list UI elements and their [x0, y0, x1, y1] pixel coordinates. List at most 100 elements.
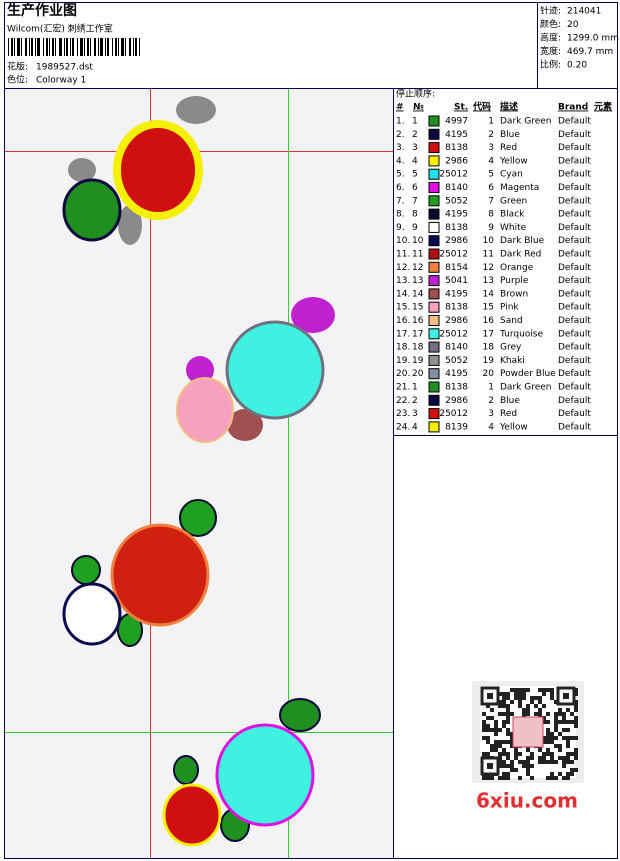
- qr-cell: [522, 708, 526, 712]
- qr-cell: [518, 688, 522, 692]
- color-swatch: [428, 208, 440, 220]
- bar-stripe: [72, 38, 74, 56]
- qr-cell: [550, 776, 554, 780]
- qr-cell: [566, 740, 570, 744]
- bar-stripe: [98, 38, 99, 56]
- code: 8138: [445, 303, 468, 313]
- qr-cell: [530, 696, 534, 700]
- brand: Default: [558, 329, 591, 339]
- stop: 4.: [396, 156, 405, 166]
- qr-cell: [518, 700, 522, 704]
- qr-cell: [546, 740, 550, 744]
- qr-cell: [514, 756, 518, 760]
- color-swatch: [428, 368, 440, 380]
- qr-cell: [562, 776, 566, 780]
- qr-cell: [566, 772, 570, 776]
- qr-cell: [574, 720, 578, 724]
- qr-cell: [486, 776, 490, 780]
- qr-cell: [494, 732, 498, 736]
- qr-cell: [502, 764, 506, 768]
- studio: Wilcom(汇宏) 刺绣工作室: [7, 23, 113, 35]
- qr-cell: [510, 688, 514, 692]
- bar-stripe: [21, 38, 22, 56]
- column-header: 元素: [594, 101, 612, 113]
- stat-label: 针迹:: [540, 5, 561, 17]
- qr-cell: [538, 748, 542, 752]
- qr-cell: [550, 736, 554, 740]
- qr-cell: [506, 764, 510, 768]
- qr-cell: [570, 712, 574, 716]
- code: 8154: [445, 263, 468, 273]
- qr-cell: [518, 760, 522, 764]
- stop: 13.: [396, 276, 410, 286]
- stop: 16.: [396, 316, 410, 326]
- color-swatch: [428, 354, 440, 366]
- brand: Default: [558, 422, 591, 432]
- qr-code: [472, 681, 584, 783]
- color-swatch: [428, 315, 440, 326]
- brand: Default: [558, 263, 591, 273]
- qr-cell: [498, 740, 502, 744]
- qr-cell: [486, 740, 490, 744]
- qr-cell: [542, 688, 546, 692]
- qr-cell: [526, 764, 530, 768]
- description: Orange: [500, 263, 534, 273]
- code: 5052: [445, 356, 468, 366]
- qr-cell: [510, 712, 514, 716]
- qr-cell: [526, 768, 530, 772]
- qr-cell: [574, 692, 578, 696]
- qr-cell: [542, 760, 546, 764]
- description: Yellow: [499, 156, 528, 166]
- bar-stripe: [52, 38, 54, 56]
- bar-stripe: [35, 38, 36, 56]
- qr-cell: [518, 776, 522, 780]
- flower-group: [176, 297, 335, 443]
- brand: Default: [558, 130, 591, 140]
- table-title: 停止顺序:: [396, 88, 435, 100]
- brand: Default: [558, 143, 591, 153]
- color-index: 1: [488, 383, 494, 393]
- bar-stripe: [94, 38, 96, 56]
- bar-stripe: [49, 38, 50, 56]
- needle: 20: [412, 369, 424, 379]
- qr-cell: [574, 716, 578, 720]
- bar-stripe: [129, 38, 131, 56]
- color-index: 6: [488, 183, 494, 193]
- qr-cell: [514, 688, 518, 692]
- needle: 15: [412, 303, 423, 313]
- bar-stripe: [66, 38, 68, 56]
- description: Dark Green: [500, 383, 551, 393]
- stat-label: 宽度:: [540, 45, 561, 57]
- qr-cell: [530, 700, 534, 704]
- stop: 18.: [396, 343, 410, 353]
- color-index: 15: [483, 303, 494, 313]
- color-index: 19: [483, 356, 495, 366]
- qr-cell: [506, 712, 510, 716]
- stop: 12.: [396, 263, 410, 273]
- column-header: 代码: [472, 101, 491, 113]
- code: 5052: [445, 196, 468, 206]
- qr-cell: [510, 740, 514, 744]
- qr-cell: [542, 740, 546, 744]
- column-header: 描述: [500, 101, 518, 113]
- bar-stripe: [70, 38, 71, 56]
- needle: 8: [412, 210, 418, 220]
- bar-stripe: [59, 38, 62, 56]
- bar-stripe: [31, 38, 33, 56]
- qr-cell: [514, 752, 518, 756]
- color-index: 18: [483, 343, 495, 353]
- qr-cell: [558, 748, 562, 752]
- design: 1989527.dst: [36, 63, 93, 73]
- qr-cell: [574, 724, 578, 728]
- qr-cell: [498, 712, 502, 716]
- color-index: 20: [483, 369, 495, 379]
- qr-cell: [562, 760, 566, 764]
- qr-cell: [522, 760, 526, 764]
- qr-cell: [530, 756, 534, 760]
- code: 2986: [445, 316, 468, 326]
- stat-value: 1299.0 mm: [567, 34, 619, 44]
- color-swatch: [428, 288, 440, 300]
- qr-cell: [566, 720, 570, 724]
- description: Grey: [500, 343, 522, 353]
- code: 8138: [445, 383, 468, 393]
